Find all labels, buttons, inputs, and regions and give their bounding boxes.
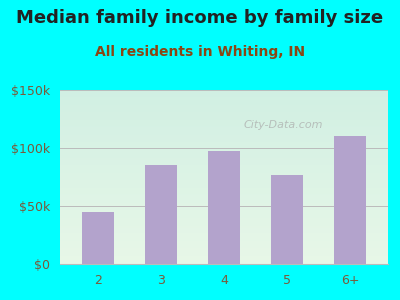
Text: City-Data.com: City-Data.com bbox=[243, 120, 323, 130]
Text: All residents in Whiting, IN: All residents in Whiting, IN bbox=[95, 45, 305, 59]
Text: Median family income by family size: Median family income by family size bbox=[16, 9, 384, 27]
Bar bbox=[208, 152, 240, 264]
Bar bbox=[145, 165, 177, 264]
Bar bbox=[334, 136, 366, 264]
Bar bbox=[271, 175, 303, 264]
Bar bbox=[82, 212, 114, 264]
